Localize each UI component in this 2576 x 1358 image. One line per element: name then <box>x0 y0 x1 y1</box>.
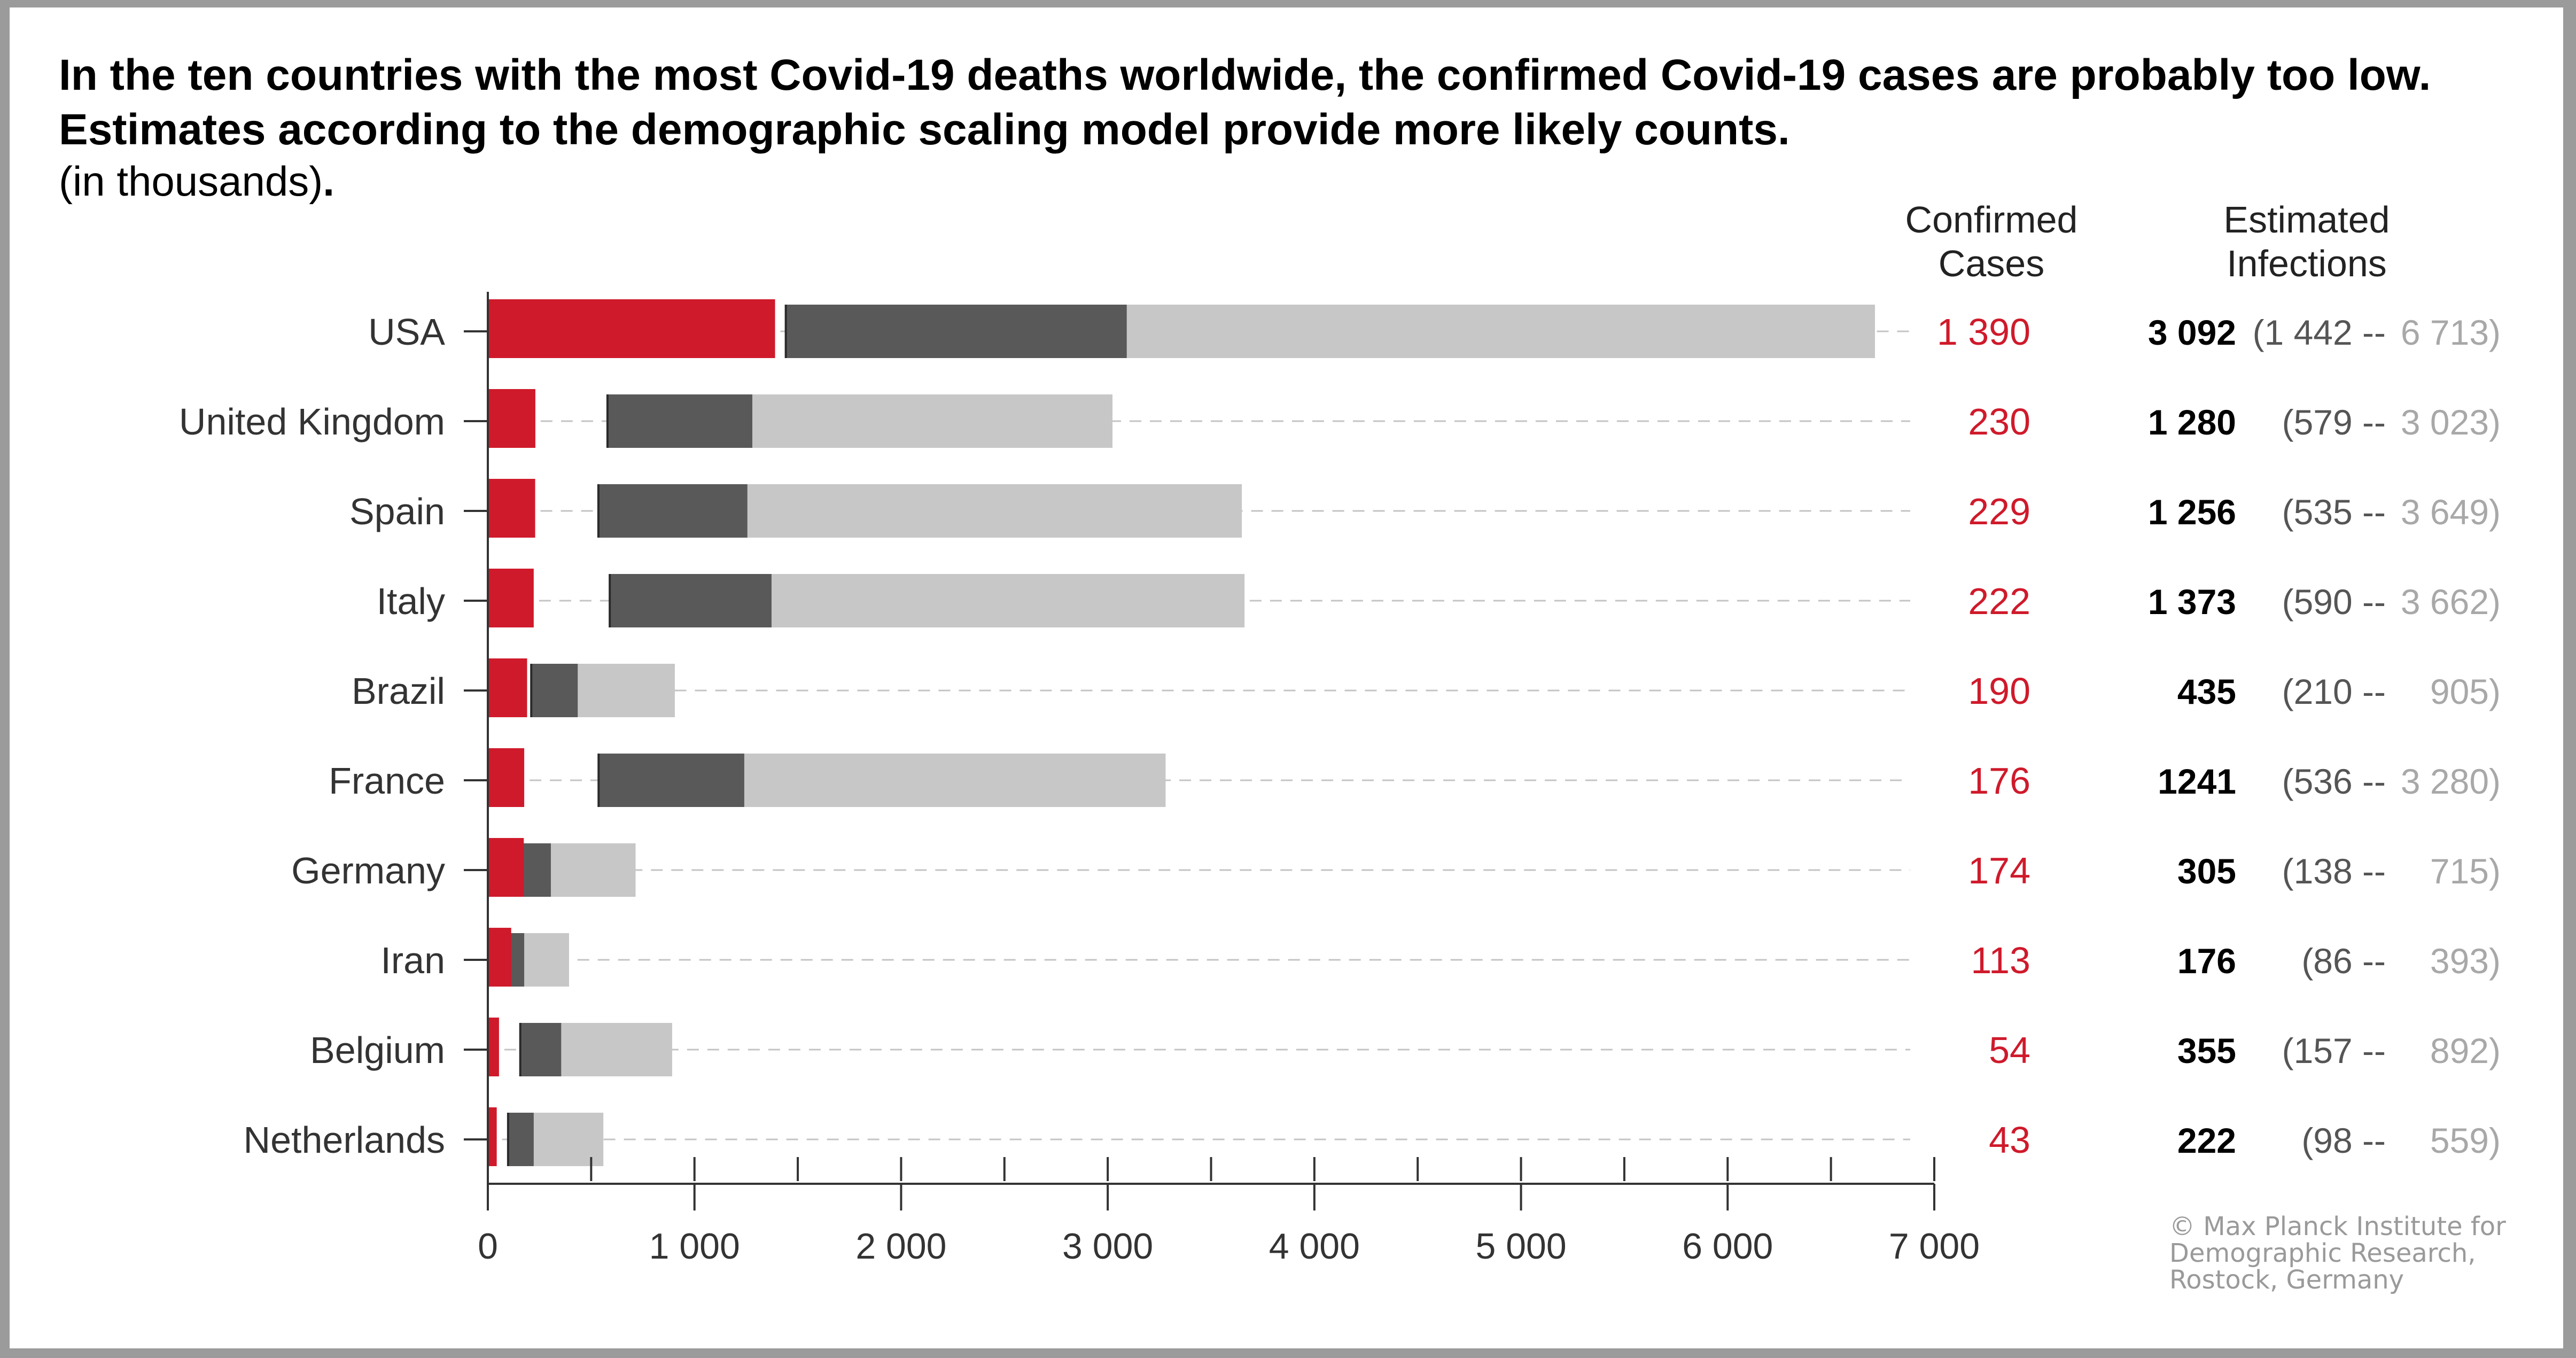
x-tick-label: 0 <box>478 1226 498 1267</box>
x-tick-label: 3 000 <box>1062 1226 1153 1267</box>
estimate-bar-united-kingdom <box>607 394 752 448</box>
estimate-bar-belgium <box>520 1023 562 1076</box>
estimated-value-iran: 176 <box>2177 941 2236 981</box>
confirmed-header-line1: Confirmed <box>1905 199 2078 240</box>
confirmed-value-germany: 174 <box>1968 850 2030 891</box>
chart-frame <box>10 7 2563 1348</box>
chart-title: In the ten countries with the most Covid… <box>59 51 2431 154</box>
confirmed-value-iran: 113 <box>1971 940 2030 981</box>
x-axis: 0 1 000 2 000 3 000 4 000 5 000 6 000 7 000 <box>464 292 1980 1267</box>
confirmed-bar-netherlands <box>488 1107 497 1166</box>
category-label-usa: USA <box>368 311 445 353</box>
range-high-value-italy: 3 662) <box>2401 582 2501 622</box>
chart-subtitle: (in thousands). <box>59 157 334 206</box>
confirmed-bar-brazil <box>488 658 527 717</box>
confirmed-bar-iran <box>488 928 511 987</box>
range-high-value-united-kingdom: 3 023) <box>2401 402 2501 442</box>
guide-lines <box>502 330 1910 1140</box>
estimate-bar-france <box>598 754 744 807</box>
confirmed-value-united-kingdom: 230 <box>1968 401 2030 443</box>
estimate-bar-spain <box>598 484 748 538</box>
category-label-brazil: Brazil <box>352 670 445 712</box>
category-label-iran: Iran <box>380 940 445 981</box>
x-tick-label: 2 000 <box>855 1226 946 1267</box>
credit-line1: © Max Planck Institute for <box>2169 1212 2506 1241</box>
confirmed-header-line2: Cases <box>1938 243 2045 284</box>
category-label-belgium: Belgium <box>310 1029 445 1071</box>
confirmed-bar-france <box>488 748 525 807</box>
category-label-france: France <box>329 760 445 802</box>
range-low-value-italy: (590 -- <box>2282 582 2386 622</box>
confirmed-value-belgium: 54 <box>1989 1029 2030 1071</box>
subtitle-period: . <box>323 158 334 205</box>
range-low-value-iran: (86 -- <box>2301 941 2386 981</box>
estimated-value-germany: 305 <box>2177 851 2236 891</box>
range-low-value-brazil: (210 -- <box>2282 672 2386 711</box>
confirmed-value-netherlands: 43 <box>1989 1119 2030 1161</box>
confirmed-value-spain: 229 <box>1968 491 2030 532</box>
range-high-value-france: 3 280) <box>2401 762 2501 801</box>
confirmed-value-italy: 222 <box>1968 580 2030 622</box>
x-tick-label: 4 000 <box>1269 1226 1360 1267</box>
category-labels: USA United Kingdom Spain Italy Brazil France G… <box>179 311 445 1161</box>
credit-line3: Rostock, Germany <box>2169 1265 2404 1295</box>
subtitle-units: (in thousands) <box>59 158 323 205</box>
range-low-value-spain: (535 -- <box>2282 492 2386 532</box>
confirmed-bar-germany <box>488 838 524 897</box>
estimated-header-line2: Infections <box>2227 243 2387 284</box>
range-low-value-usa: (1 442 -- <box>2253 313 2386 352</box>
copyright-credit: © Max Planck Institute for Demographic R… <box>2169 1213 2543 1293</box>
estimated-header-line1: Estimated <box>2223 199 2390 240</box>
x-tick-label: 7 000 <box>1889 1226 1980 1267</box>
value-labels: 1 390 3 092 (1 442 -- 6 713) 230 1 280 (579 --… <box>1937 311 2501 1161</box>
range-low-value-united-kingdom: (579 -- <box>2282 402 2386 442</box>
category-label-united-kingdom: United Kingdom <box>179 401 445 443</box>
category-label-netherlands: Netherlands <box>244 1119 445 1161</box>
x-tick-label: 6 000 <box>1682 1226 1773 1267</box>
confirmed-bar-usa <box>488 299 775 358</box>
estimated-value-spain: 1 256 <box>2148 492 2236 532</box>
credit-line2: Demographic Research, <box>2169 1238 2476 1268</box>
range-high-value-germany: 715) <box>2430 851 2501 891</box>
category-label-spain: Spain <box>349 491 445 532</box>
confirmed-value-usa: 1 390 <box>1937 311 2030 353</box>
x-tick-label: 1 000 <box>649 1226 740 1267</box>
estimate-bar-brazil <box>531 664 578 717</box>
category-label-italy: Italy <box>377 580 445 622</box>
range-high-value-spain: 3 649) <box>2401 492 2501 532</box>
range-high-value-belgium: 892) <box>2430 1031 2501 1070</box>
estimated-value-italy: 1 373 <box>2148 582 2236 622</box>
confirmed-value-france: 176 <box>1968 760 2030 802</box>
range-high-value-iran: 393) <box>2430 941 2501 981</box>
range-low-value-netherlands: (98 -- <box>2301 1121 2386 1160</box>
range-low-value-germany: (138 -- <box>2282 851 2386 891</box>
estimated-value-netherlands: 222 <box>2177 1121 2236 1160</box>
estimated-value-belgium: 355 <box>2177 1031 2236 1070</box>
range-high-value-netherlands: 559) <box>2430 1121 2501 1160</box>
confirmed-value-brazil: 190 <box>1968 670 2030 712</box>
confirmed-bar-italy <box>488 569 534 627</box>
category-label-germany: Germany <box>291 850 445 891</box>
confirmed-bar-spain <box>488 479 535 538</box>
bars <box>488 299 1875 1166</box>
range-high-value-usa: 6 713) <box>2401 313 2501 352</box>
estimated-value-united-kingdom: 1 280 <box>2148 402 2236 442</box>
estimated-infections-header: Estimated Infections <box>2157 198 2456 285</box>
range-high-value-brazil: 905) <box>2430 672 2501 711</box>
x-tick-label: 5 000 <box>1475 1226 1566 1267</box>
confirmed-cases-header: Confirmed Cases <box>1842 198 2141 285</box>
range-low-value-france: (536 -- <box>2282 762 2386 801</box>
estimate-bar-netherlands <box>508 1113 534 1166</box>
estimated-value-usa: 3 092 <box>2148 313 2236 352</box>
confirmed-bar-belgium <box>488 1018 499 1076</box>
estimate-bar-usa <box>785 305 1127 358</box>
range-low-value-belgium: (157 -- <box>2282 1031 2386 1070</box>
estimated-value-brazil: 435 <box>2177 672 2236 711</box>
confirmed-bar-united-kingdom <box>488 389 535 448</box>
estimated-value-france: 1241 <box>2158 762 2236 801</box>
estimate-bar-italy <box>610 574 772 627</box>
